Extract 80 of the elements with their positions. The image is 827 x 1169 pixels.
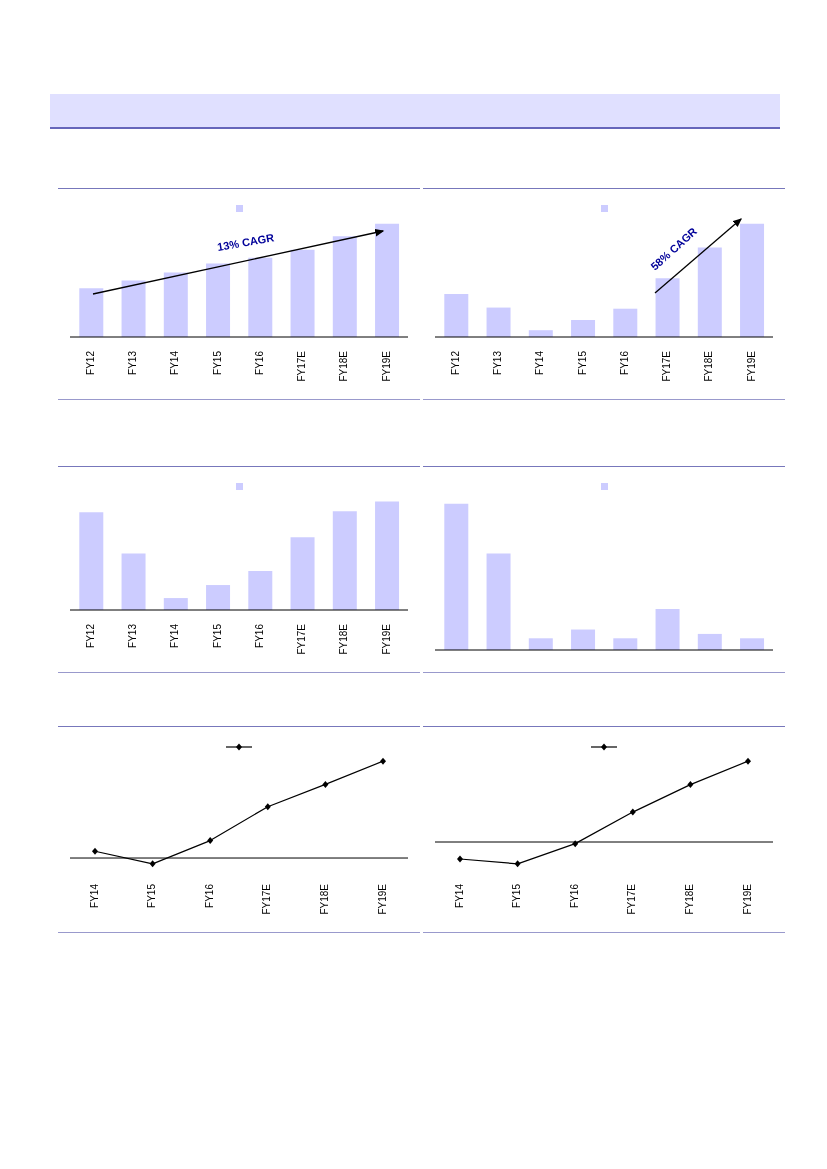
bar (375, 223, 400, 337)
x-tick-label: FY17E (626, 883, 638, 915)
point (264, 803, 271, 811)
x-tick-label: FY19E (741, 883, 753, 915)
point (457, 855, 463, 863)
bar (486, 307, 511, 337)
x-tick-label: FY12 (84, 350, 96, 375)
point (514, 860, 521, 868)
bar (571, 629, 596, 650)
x-tick-label: FY15 (511, 883, 523, 908)
point (687, 781, 694, 789)
point (92, 847, 98, 855)
x-tick-label: FY18E (319, 883, 331, 915)
bar (332, 511, 357, 610)
x-tick-label: FY17E (261, 883, 273, 915)
point (207, 837, 214, 845)
bar (290, 537, 315, 610)
x-tick-label: FY15 (576, 350, 588, 375)
bar (248, 257, 273, 337)
x-tick-label: FY16 (253, 623, 265, 648)
x-tick-label: FY18E (338, 623, 350, 655)
bar (613, 308, 638, 337)
point (572, 840, 579, 848)
x-tick-label: FY14 (534, 350, 546, 375)
x-tick-label: FY19E (745, 350, 757, 382)
bar (163, 598, 188, 610)
x-tick-label: FY17E (296, 350, 308, 382)
bar (697, 247, 722, 337)
bar (290, 249, 315, 337)
x-tick-label: FY17E (296, 623, 308, 655)
bar (655, 278, 680, 337)
bar (528, 638, 553, 650)
bar (740, 638, 765, 650)
point (149, 860, 156, 868)
x-tick-label: FY16 (618, 350, 630, 375)
bar (486, 553, 511, 650)
x-tick-label: FY14 (88, 883, 100, 908)
x-tick-label: FY14 (169, 623, 181, 648)
point (380, 757, 386, 765)
x-tick-label: FY13 (127, 623, 139, 648)
bar (444, 293, 469, 337)
x-tick-label: FY13 (127, 350, 139, 375)
bar (79, 512, 104, 610)
bar (206, 263, 231, 337)
point (629, 808, 636, 816)
x-tick-label: FY15 (211, 350, 223, 375)
bar (332, 236, 357, 337)
bar (121, 280, 146, 337)
bar (740, 223, 765, 337)
bar (655, 609, 680, 650)
point (322, 780, 329, 788)
x-tick-label: FY12 (449, 350, 461, 375)
x-tick-label: FY16 (568, 883, 580, 908)
bar (697, 633, 722, 650)
x-tick-label: FY17E (661, 350, 673, 382)
x-tick-label: FY14 (453, 883, 465, 908)
x-tick-label: FY19E (376, 883, 388, 915)
x-tick-label: FY13 (492, 350, 504, 375)
x-tick-label: FY18E (338, 350, 350, 382)
x-tick-label: FY16 (203, 883, 215, 908)
x-tick-label: FY18E (703, 350, 715, 382)
bar (121, 553, 146, 610)
bar (613, 638, 638, 650)
x-tick-label: FY14 (169, 350, 181, 375)
x-tick-label: FY16 (253, 350, 265, 375)
bar (163, 272, 188, 337)
bar (444, 503, 469, 650)
x-tick-label: FY19E (380, 350, 392, 382)
bar (571, 320, 596, 337)
x-tick-label: FY15 (146, 883, 158, 908)
bar (79, 288, 104, 337)
bar (248, 570, 273, 610)
x-tick-label: FY18E (684, 883, 696, 915)
x-tick-label: FY15 (211, 623, 223, 648)
x-tick-label: FY12 (84, 623, 96, 648)
annotation: 13% CAGR (216, 231, 275, 253)
bar (375, 501, 400, 610)
x-tick-label: FY19E (380, 623, 392, 655)
point (745, 757, 751, 765)
bar (206, 585, 231, 610)
